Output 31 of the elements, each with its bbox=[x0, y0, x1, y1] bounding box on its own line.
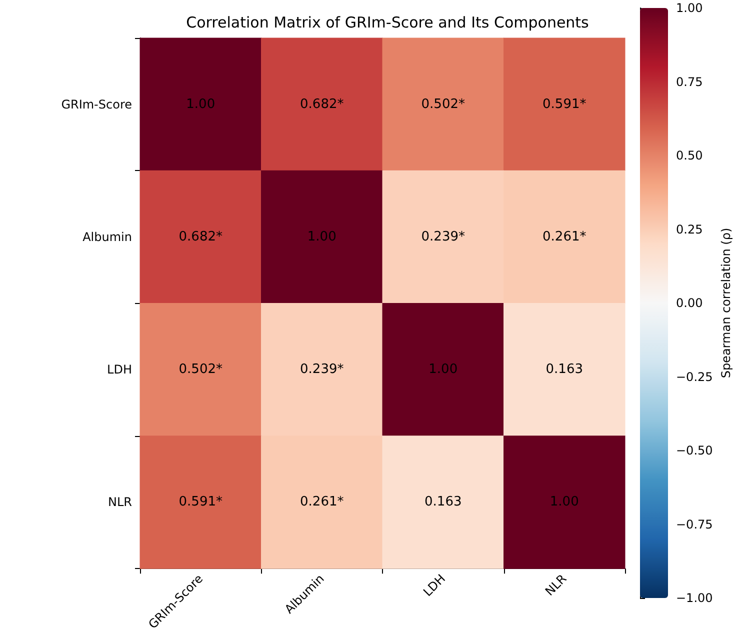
data-label: 0.682* bbox=[178, 229, 223, 244]
y-tick-label: LDH bbox=[107, 362, 132, 377]
color-bar-label: 0.75 bbox=[676, 74, 703, 89]
data-label: 0.682* bbox=[300, 96, 344, 112]
data-label: 0.261* bbox=[300, 494, 344, 510]
data-label: 0.502* bbox=[178, 362, 223, 378]
color-bar-label: 1.00 bbox=[676, 1, 703, 15]
data-label: 0.239* bbox=[421, 229, 466, 244]
color-bar-label: 0.00 bbox=[676, 296, 703, 310]
color-bar-label: 0.50 bbox=[676, 148, 703, 162]
color-bar-title: Spearman correlation (ρ) bbox=[719, 228, 733, 378]
y-tick-label: Albumin bbox=[82, 230, 132, 244]
data-label: 1.00 bbox=[307, 229, 336, 244]
chart-title: Correlation Matrix of GRIm-Score and Its Components bbox=[186, 14, 590, 32]
color-bar-label: −0.50 bbox=[676, 444, 713, 458]
y-tick-label: GRIm-Score bbox=[61, 97, 132, 112]
color-bar-label: −1.00 bbox=[676, 591, 713, 605]
color-bar-label: −0.75 bbox=[676, 517, 713, 532]
data-label: 1.00 bbox=[428, 362, 458, 378]
color-bar-label: 0.25 bbox=[676, 222, 703, 236]
data-label: 0.502* bbox=[421, 96, 466, 112]
color-bar-label: −0.25 bbox=[676, 370, 713, 384]
data-label: 0.591* bbox=[542, 96, 587, 112]
y-tick-label: NLR bbox=[108, 495, 132, 510]
data-label: 0.239* bbox=[300, 362, 344, 378]
data-label: 1.00 bbox=[550, 494, 579, 510]
data-label: 0.591* bbox=[178, 494, 223, 510]
data-label: 1.00 bbox=[186, 96, 216, 112]
data-label: 0.163 bbox=[546, 362, 583, 378]
data-label: 0.261* bbox=[542, 229, 587, 244]
data-label: 0.163 bbox=[424, 494, 462, 510]
